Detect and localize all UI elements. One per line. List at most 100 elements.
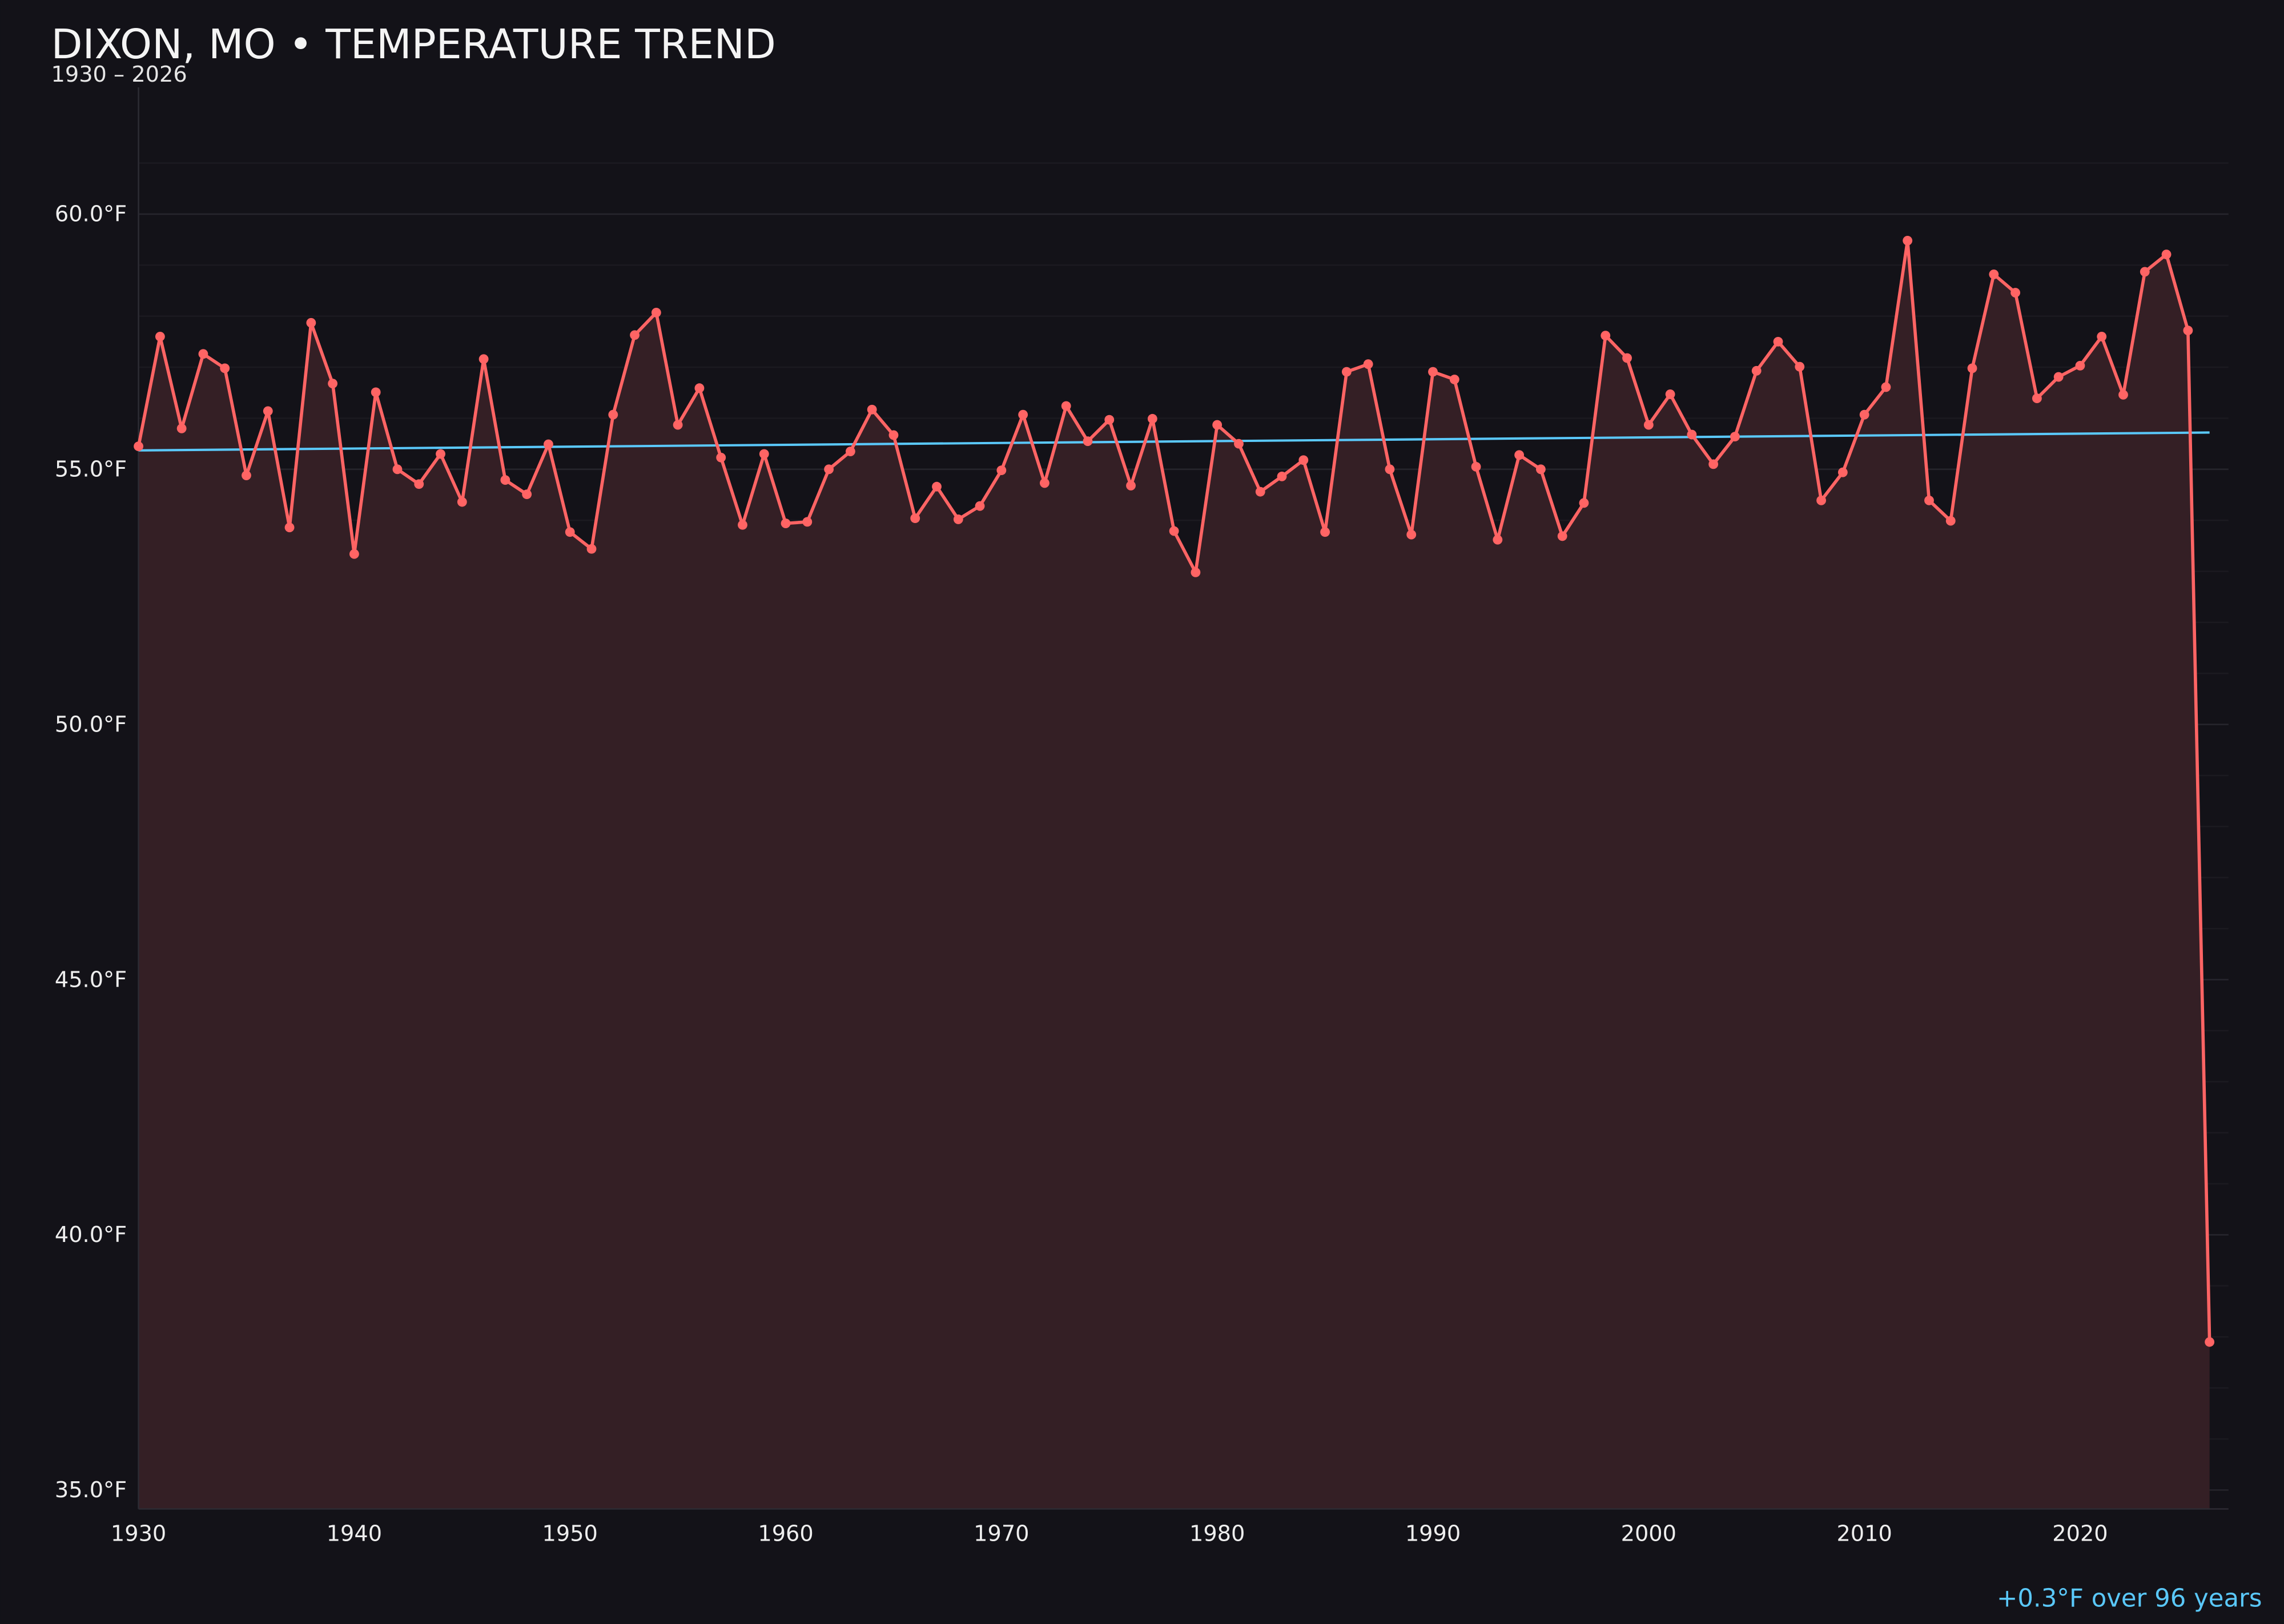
data-point-1972 <box>1040 478 1049 488</box>
data-point-1931 <box>155 332 165 341</box>
trend-line <box>138 431 2210 452</box>
data-point-1934 <box>220 363 230 373</box>
x-tick-label: 1980 <box>1189 1521 1245 1547</box>
data-point-1967 <box>932 481 942 492</box>
data-point-1974 <box>1083 436 1093 447</box>
x-tick-label: 1940 <box>327 1521 382 1547</box>
data-point-1957 <box>716 452 726 463</box>
data-point-2003 <box>1708 459 1719 469</box>
data-point-1933 <box>198 349 208 359</box>
data-point-1986 <box>1341 367 1352 377</box>
data-point-1980 <box>1212 420 1223 430</box>
data-point-1939 <box>328 379 338 389</box>
data-point-2013 <box>1924 495 1934 505</box>
y-tick-labels: 35.0°F 40.0°F 45.0°F 50.0°F 55.0°F 60.0°F <box>55 202 127 1503</box>
data-point-1935 <box>242 471 251 480</box>
data-point-1997 <box>1579 498 1589 508</box>
data-point-1990 <box>1428 367 1438 377</box>
data-point-1938 <box>306 317 316 328</box>
data-point-1969 <box>975 501 985 511</box>
y-tick-label: 40.0°F <box>55 1222 127 1248</box>
x-tick-label: 2020 <box>2052 1521 2108 1547</box>
data-point-1973 <box>1061 401 1071 411</box>
data-point-2019 <box>2053 372 2064 382</box>
y-tick-label: 50.0°F <box>55 711 127 737</box>
data-point-1950 <box>565 527 575 537</box>
data-point-2014 <box>1945 516 1956 526</box>
data-point-1955 <box>673 420 683 430</box>
data-point-1952 <box>608 409 618 420</box>
data-point-1999 <box>1622 353 1632 363</box>
data-point-1942 <box>392 464 403 475</box>
data-point-1991 <box>1449 375 1459 384</box>
data-point-1994 <box>1514 450 1525 460</box>
y-tick-label: 35.0°F <box>55 1477 127 1503</box>
data-point-1948 <box>522 489 532 500</box>
data-point-1937 <box>284 522 295 533</box>
data-point-1968 <box>953 514 963 524</box>
data-point-2017 <box>2010 288 2021 298</box>
data-point-1953 <box>630 330 640 340</box>
data-point-1959 <box>759 449 769 459</box>
data-point-2006 <box>1773 336 1783 347</box>
data-point-1987 <box>1363 359 1373 369</box>
data-points <box>134 236 2215 1347</box>
data-point-1993 <box>1493 534 1503 545</box>
data-point-2000 <box>1643 420 1654 430</box>
data-point-2018 <box>2032 393 2042 404</box>
chart-subtitle: 1930 – 2026 <box>51 62 187 87</box>
data-point-1982 <box>1255 487 1265 497</box>
data-point-1963 <box>845 447 855 456</box>
data-point-1970 <box>996 465 1007 476</box>
x-tick-label: 2000 <box>1621 1521 1676 1547</box>
data-point-2005 <box>1751 365 1762 376</box>
data-point-2022 <box>2118 389 2128 400</box>
data-point-1961 <box>802 517 813 527</box>
data-point-1981 <box>1234 439 1244 449</box>
y-tick-label: 45.0°F <box>55 967 127 992</box>
data-point-1943 <box>414 479 424 489</box>
data-point-1930 <box>134 441 144 452</box>
data-point-1975 <box>1104 415 1115 425</box>
data-point-2002 <box>1687 429 1697 440</box>
x-tick-label: 1950 <box>542 1521 598 1547</box>
data-point-1940 <box>349 549 359 559</box>
data-point-1983 <box>1277 471 1287 481</box>
data-point-1960 <box>781 518 791 528</box>
data-point-2026 <box>2205 1337 2215 1347</box>
data-point-1978 <box>1169 526 1179 536</box>
data-point-1946 <box>478 354 489 364</box>
data-point-1932 <box>176 423 187 433</box>
data-point-2011 <box>1881 382 1891 392</box>
data-point-1936 <box>263 406 273 416</box>
data-point-1941 <box>371 387 381 397</box>
data-point-1947 <box>500 475 510 485</box>
data-point-2015 <box>1967 363 1977 373</box>
x-tick-label: 2010 <box>1836 1521 1892 1547</box>
data-point-2010 <box>1859 409 1869 420</box>
data-point-1979 <box>1191 567 1201 577</box>
data-point-1958 <box>738 520 747 530</box>
data-point-1971 <box>1018 409 1028 420</box>
data-point-2020 <box>2075 360 2085 371</box>
data-point-2012 <box>1903 236 1913 246</box>
data-point-1966 <box>910 513 920 524</box>
data-point-1949 <box>544 439 553 449</box>
data-point-1985 <box>1320 527 1330 537</box>
data-point-1964 <box>867 404 877 415</box>
area-fill <box>138 240 2210 1509</box>
data-point-2009 <box>1837 467 1848 477</box>
data-point-2025 <box>2183 325 2193 336</box>
data-point-2024 <box>2161 250 2172 259</box>
data-point-2007 <box>1795 361 1805 372</box>
data-point-1977 <box>1147 413 1157 424</box>
data-point-1989 <box>1406 529 1417 540</box>
x-tick-label: 1930 <box>111 1521 166 1547</box>
data-point-1944 <box>436 449 445 459</box>
data-point-1988 <box>1385 464 1395 475</box>
data-point-1984 <box>1298 455 1309 465</box>
data-point-2001 <box>1665 389 1675 399</box>
x-tick-labels: 1930 1940 1950 1960 1970 1980 1990 2000 2010 2020 <box>111 1521 2108 1547</box>
chart-title: DIXON, MO • TEMPERATURE TREND <box>51 21 776 68</box>
